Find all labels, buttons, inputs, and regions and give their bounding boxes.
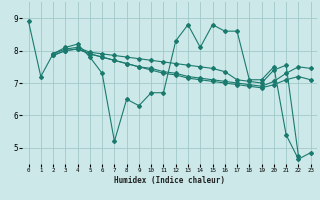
X-axis label: Humidex (Indice chaleur): Humidex (Indice chaleur) [114, 176, 225, 185]
